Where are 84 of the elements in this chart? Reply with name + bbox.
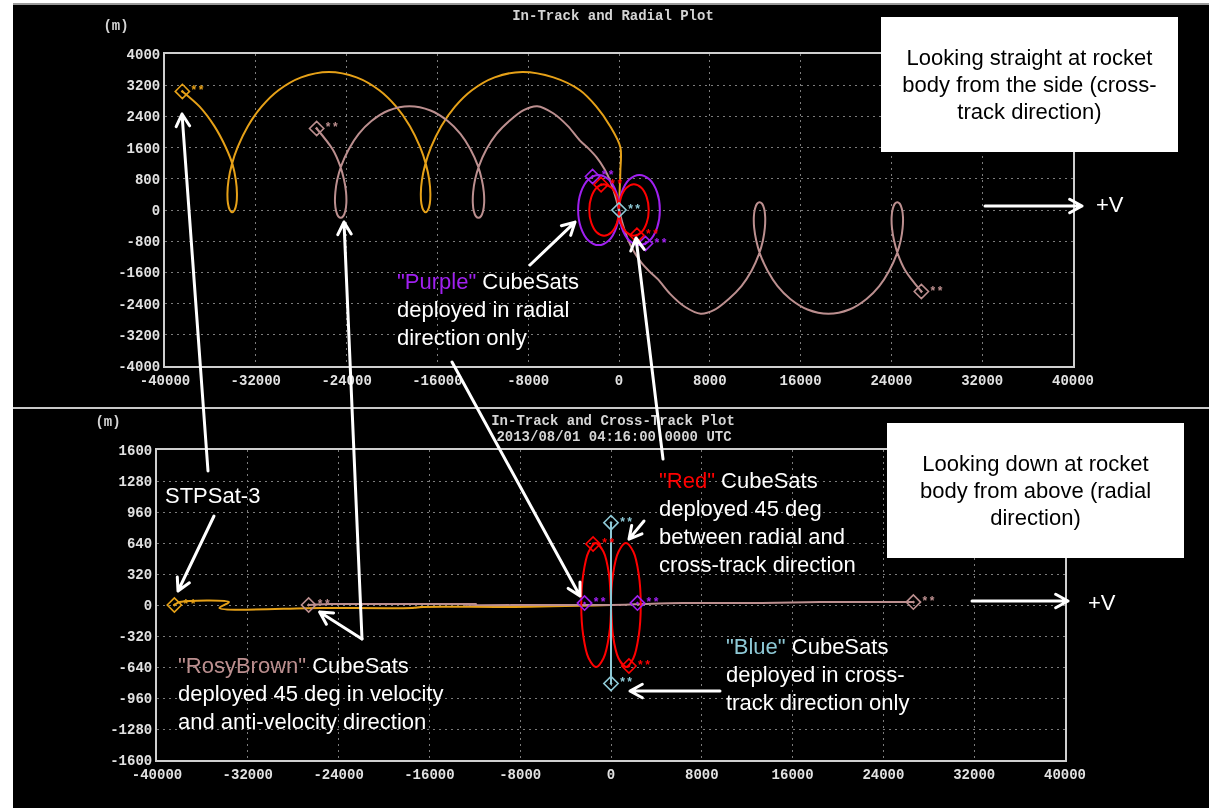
y-tick-label: 0 — [143, 597, 153, 614]
x-tick-label: 24000 — [862, 766, 905, 783]
data-label: ** — [592, 596, 607, 611]
data-label: ** — [618, 676, 634, 691]
point — [905, 594, 922, 611]
annotation: Looking straight at rocket body from the side (cross-track direction) — [901, 44, 1158, 125]
x-tick-label: -8000 — [507, 372, 550, 389]
y-tick-label: -4000 — [118, 358, 161, 375]
x-tick-label: 16000 — [779, 372, 822, 389]
y-tick-label: 960 — [126, 504, 153, 521]
point — [603, 514, 619, 531]
data-label: ** — [324, 121, 339, 136]
x-tick-label: -32000 — [222, 766, 274, 783]
y-tick-label: -960 — [118, 690, 153, 707]
point — [913, 283, 930, 300]
x-tick-label: -8000 — [499, 766, 542, 783]
x-tick-label: 24000 — [870, 372, 913, 389]
y-tick-label: -1280 — [110, 721, 153, 738]
y-tick-label: 1600 — [118, 442, 153, 459]
point — [308, 120, 325, 137]
annotation: Looking down at rocket body from above (radial direction) — [918, 450, 1153, 531]
y-tick-label: 1600 — [126, 140, 161, 157]
point — [637, 235, 654, 252]
x-tick-label: 0 — [614, 372, 624, 389]
data-label: ** — [921, 595, 936, 610]
x-tick-label: -16000 — [412, 372, 463, 389]
point — [593, 176, 610, 193]
point — [629, 595, 646, 612]
point — [603, 675, 619, 692]
data-label: ** — [600, 536, 616, 551]
x-tick-label: 8000 — [685, 766, 719, 783]
x-tick-label: -16000 — [404, 766, 455, 783]
x-tick-label: -32000 — [230, 372, 282, 389]
chart-title: In-Track and Radial Plot — [512, 8, 714, 24]
x-tick-label: 32000 — [953, 766, 996, 783]
data-label: ** — [608, 177, 624, 192]
y-tick-label: 800 — [134, 171, 161, 188]
point — [584, 168, 601, 185]
point — [300, 597, 317, 613]
data-label: ** — [636, 659, 652, 674]
y-tick-label: 0 — [151, 202, 161, 219]
x-tick-label: 32000 — [961, 372, 1004, 389]
y-tick-label: -3200 — [118, 327, 161, 344]
annotation: STPSat-3 — [165, 483, 261, 508]
y-tick-label: -1600 — [110, 752, 153, 769]
y-tick-label: -640 — [118, 659, 153, 676]
y-tick-label: 4000 — [126, 46, 161, 63]
y-tick-label: 2400 — [126, 109, 161, 126]
text: +V — [1096, 192, 1124, 217]
y-tick-label: 640 — [126, 535, 153, 552]
y-axis-title: (m) — [103, 18, 129, 34]
y-tick-label: 320 — [126, 566, 153, 583]
y-tick-label: -2400 — [118, 296, 161, 313]
point — [585, 536, 602, 552]
point — [576, 595, 593, 612]
data-label: ** — [929, 284, 944, 299]
y-tick-label: -1600 — [118, 265, 161, 282]
x-tick-label: 40000 — [1043, 766, 1087, 783]
x-tick-label: 40000 — [1051, 372, 1095, 389]
data-label: ** — [626, 203, 642, 217]
x-tick-label: 0 — [606, 766, 616, 783]
y-tick-label: 3200 — [126, 78, 161, 95]
x-tick-label: -40000 — [139, 372, 191, 389]
y-tick-label: 1280 — [118, 473, 153, 490]
y-tick-label: -800 — [126, 234, 161, 251]
data-label: ** — [618, 515, 634, 530]
y-axis-title: (m) — [95, 414, 121, 430]
annotation: "Blue" CubeSats deployed in cross-track direction only — [726, 634, 910, 715]
data-label: ** — [645, 596, 660, 611]
point — [620, 658, 637, 674]
point — [166, 597, 183, 613]
text: +V — [1088, 590, 1116, 615]
annotation: "Purple" CubeSats deployed in radial direction only — [397, 269, 579, 350]
y-tick-label: -320 — [118, 628, 153, 645]
x-tick-label: -24000 — [313, 766, 364, 783]
data-label: ** — [653, 236, 668, 251]
data-label: ** — [190, 84, 205, 99]
annotation: "Red" CubeSats deployed 45 deg between radial and cross-track direction — [659, 468, 856, 577]
point — [174, 83, 191, 100]
x-tick-label: 8000 — [693, 372, 727, 389]
x-tick-label: -40000 — [131, 766, 183, 783]
data-label: ** — [316, 598, 331, 612]
annotation: "RosyBrown" CubeSats deployed 45 deg in velocity and anti-velocity direction — [178, 653, 444, 734]
x-tick-label: 16000 — [771, 766, 814, 783]
